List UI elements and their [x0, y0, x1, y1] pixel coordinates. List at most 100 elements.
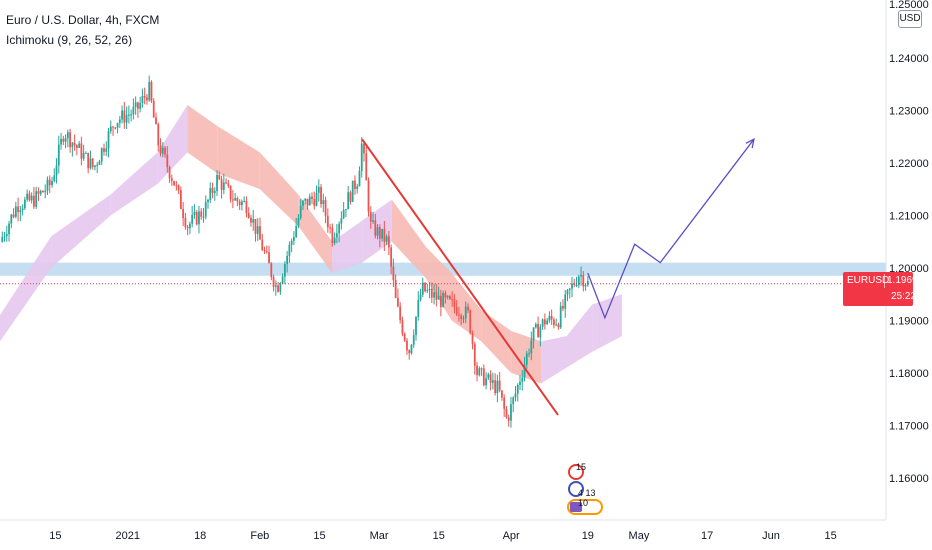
- candle-body: [385, 236, 388, 242]
- candle-body: [360, 143, 363, 172]
- candle-body: [290, 240, 293, 245]
- candle-body: [26, 193, 29, 200]
- price-tick-label: 1.24000: [889, 53, 929, 65]
- candle-body: [293, 236, 295, 241]
- bar-countdown: 25:22: [891, 291, 917, 302]
- plot-area[interactable]: [0, 0, 886, 520]
- candle-body: [534, 324, 537, 328]
- candle-body: [430, 288, 433, 298]
- candle-body: [326, 215, 329, 228]
- candle-body: [437, 295, 440, 300]
- candle-body: [521, 377, 524, 382]
- candle-body: [141, 96, 144, 104]
- time-tick-label: 18: [194, 530, 206, 542]
- indicator-label[interactable]: Ichimoku (9, 26, 52, 26): [6, 33, 133, 47]
- candle-body: [449, 296, 451, 299]
- candle-body: [270, 263, 273, 278]
- price-tick-label: 1.16000: [889, 473, 929, 485]
- candle-body: [458, 314, 460, 316]
- candle-body: [265, 251, 268, 253]
- candle-body: [329, 227, 331, 229]
- candle-body: [333, 237, 336, 243]
- price-tick-label: 1.22000: [889, 158, 929, 170]
- candle-body: [123, 110, 126, 123]
- candle-body: [507, 417, 510, 421]
- candle-body: [211, 188, 214, 193]
- time-tick-label: 15: [49, 530, 61, 542]
- time-tick-label: Apr: [503, 530, 520, 542]
- candle-body: [498, 380, 501, 391]
- candle-body: [444, 293, 447, 298]
- symbol-title[interactable]: Euro / U.S. Dollar, 4h, FXCM: [6, 13, 160, 27]
- candle-body: [75, 145, 78, 148]
- candle-body: [209, 188, 212, 200]
- candle-body: [315, 192, 318, 206]
- time-tick-label: Mar: [370, 530, 389, 542]
- candle-body: [5, 234, 8, 237]
- candle-body: [91, 158, 94, 167]
- candle-body: [575, 284, 578, 286]
- candle-body: [442, 293, 445, 308]
- currency-label[interactable]: USD: [898, 10, 922, 28]
- economic-events-badge[interactable]: 15 4 13 10: [566, 462, 606, 520]
- candle-body: [480, 368, 483, 370]
- projection-path[interactable]: [587, 138, 755, 320]
- candle-body: [340, 218, 343, 224]
- candle-body: [168, 167, 171, 179]
- candle-body: [134, 102, 137, 107]
- candle-body: [62, 138, 65, 142]
- candle-body: [48, 179, 51, 186]
- candle-body: [225, 182, 227, 184]
- candle-body: [105, 148, 108, 152]
- candle-body: [482, 368, 485, 386]
- candle-body: [342, 209, 345, 219]
- candle-body: [496, 380, 499, 394]
- cloud-segment: [217, 126, 260, 190]
- candle-body: [21, 208, 24, 211]
- candle-body: [204, 202, 207, 217]
- candle-body: [69, 132, 71, 148]
- candle-body: [308, 196, 311, 206]
- price-axis[interactable]: 1.16000 1.17000 1.18000 1.19000 1.20000 1.210…: [889, 0, 929, 485]
- candle-body: [254, 219, 257, 234]
- candle-body: [94, 165, 96, 167]
- candle-body: [202, 216, 205, 218]
- candle-body: [143, 96, 146, 98]
- candle-body: [229, 185, 232, 200]
- candle-body: [417, 300, 420, 317]
- candle-body: [112, 126, 114, 128]
- candle-body: [247, 212, 250, 218]
- candle-body: [363, 143, 365, 154]
- candle-body: [19, 210, 22, 213]
- candle-body: [23, 199, 26, 209]
- candle-body: [137, 102, 139, 109]
- candle-body: [367, 180, 370, 212]
- candle-body: [51, 181, 53, 186]
- candle-body: [469, 310, 472, 334]
- candle-body: [82, 152, 85, 159]
- candle-body: [580, 275, 582, 277]
- candle-body: [530, 340, 533, 354]
- candle-body: [268, 252, 270, 264]
- price-tick-label: 1.19000: [889, 315, 929, 327]
- candle-body: [166, 154, 169, 168]
- trendline[interactable]: [361, 138, 559, 416]
- candle-body: [299, 205, 302, 219]
- candle-body: [33, 195, 35, 207]
- candle-body: [238, 201, 241, 206]
- cloud-segment: [540, 336, 567, 384]
- candle-body: [39, 190, 42, 194]
- candle-body: [349, 192, 352, 202]
- candle-body: [562, 306, 564, 309]
- candle-body: [378, 227, 381, 239]
- candle-body: [387, 236, 390, 248]
- candle-body: [179, 190, 182, 209]
- time-tick-label: 15: [825, 530, 837, 542]
- candle-body: [453, 299, 456, 307]
- candle-body: [519, 381, 521, 385]
- time-tick-label: 19: [582, 530, 594, 542]
- candle-body: [523, 364, 526, 378]
- time-axis[interactable]: 15 2021 18 Feb 15 Mar 15 Apr 19 May 17 Jun 15: [49, 530, 837, 542]
- candle-body: [173, 181, 175, 186]
